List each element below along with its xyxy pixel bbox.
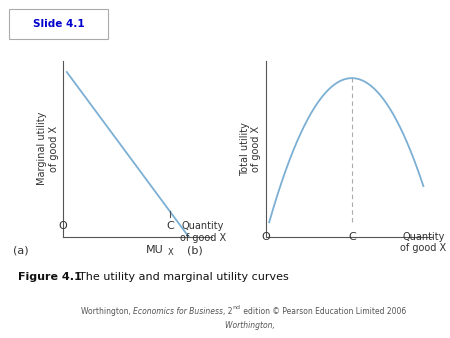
Text: edition © Pearson Education Limited 2006: edition © Pearson Education Limited 2006 [241, 307, 406, 316]
Text: C: C [166, 221, 174, 231]
Text: O: O [58, 221, 68, 231]
Text: MU: MU [146, 245, 164, 255]
Text: Worthington,: Worthington, [81, 307, 133, 316]
Text: (a): (a) [14, 245, 29, 255]
Text: Quantity
of good X: Quantity of good X [400, 232, 446, 253]
Text: nd: nd [233, 305, 241, 310]
Text: Figure 4.1: Figure 4.1 [18, 272, 82, 282]
Text: C: C [348, 232, 356, 242]
Text: Worthington,: Worthington, [225, 321, 277, 330]
Text: Slide 4.1: Slide 4.1 [33, 19, 84, 29]
Text: Economics for Business: Economics for Business [133, 307, 223, 316]
Text: X: X [167, 248, 173, 258]
Text: O: O [261, 232, 270, 242]
Y-axis label: Total utility
of good X: Total utility of good X [240, 122, 261, 176]
Text: (b): (b) [187, 245, 202, 255]
Text: Quantity
of good X: Quantity of good X [180, 221, 226, 243]
FancyBboxPatch shape [9, 9, 108, 39]
Y-axis label: Marginal utility
of good X: Marginal utility of good X [37, 112, 59, 186]
Text: , 2: , 2 [223, 307, 233, 316]
Text: The utility and marginal utility curves: The utility and marginal utility curves [79, 272, 288, 282]
